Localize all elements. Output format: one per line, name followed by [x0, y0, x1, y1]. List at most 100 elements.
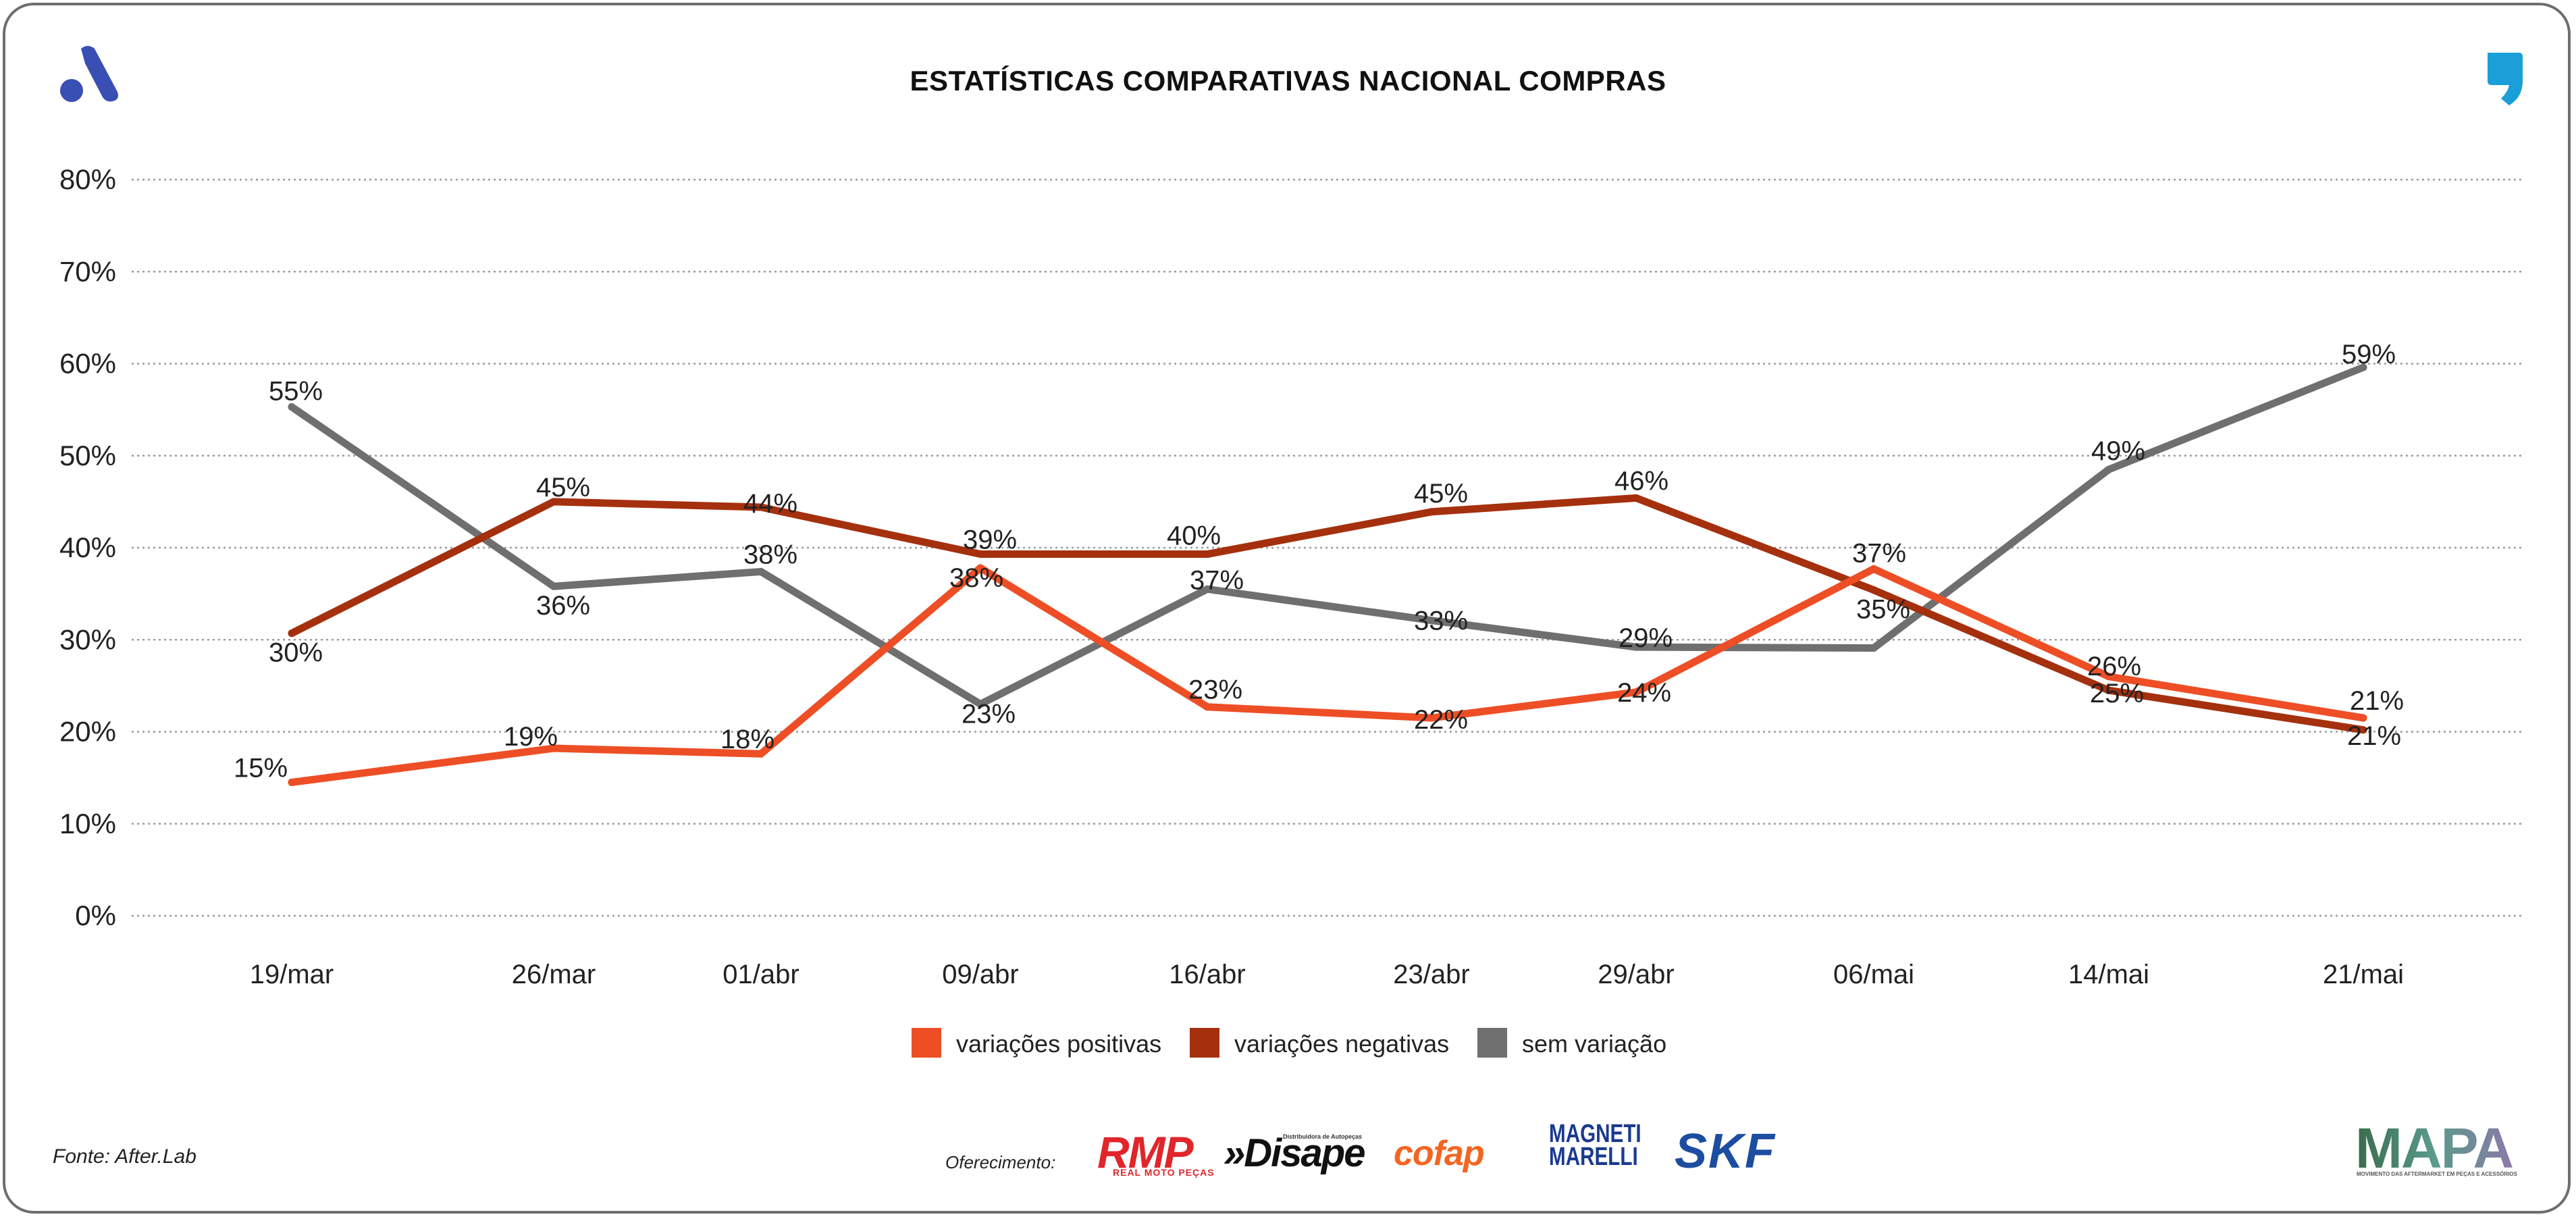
y-tick-label: 30% [59, 623, 116, 655]
data-point [288, 629, 296, 638]
data-label: 35% [1856, 595, 1910, 625]
x-tick-label: 26/mar [512, 960, 596, 989]
legend-label: sem variação [1522, 1030, 1666, 1058]
data-point [550, 582, 558, 590]
data-label: 33% [1414, 606, 1468, 636]
data-point [1427, 617, 1436, 625]
data-point [757, 503, 765, 511]
data-label: 18% [720, 725, 774, 754]
rmp-logo: RMP [1097, 1127, 1194, 1177]
x-tick-label: 01/abr [722, 960, 799, 989]
legend-label: variações positivas [956, 1030, 1161, 1058]
x-tick-label: 23/abr [1393, 960, 1469, 989]
disape-logo-subtitle: Distribuidora de Autopeças [1283, 1133, 1363, 1140]
x-tick-label: 19/mar [250, 960, 334, 989]
data-label: 37% [1852, 538, 1906, 568]
data-point [1632, 643, 1640, 651]
legend-swatch-negative [1190, 1028, 1219, 1058]
skf-logo: SKF [1675, 1124, 1776, 1178]
data-point [757, 567, 765, 575]
series-line-positive [288, 564, 2367, 786]
cofap-logo: cofap [1394, 1134, 1485, 1173]
data-point [1632, 688, 1640, 696]
y-tick-label: 40% [59, 531, 116, 563]
y-tick-label: 70% [59, 255, 116, 287]
y-tick-label: 20% [59, 716, 116, 748]
disape-logo: »Disape [1224, 1131, 1365, 1175]
quote-logo-icon [2488, 53, 2523, 105]
data-point [1870, 565, 1878, 573]
data-label: 19% [504, 722, 558, 752]
data-point [976, 700, 984, 708]
data-label: 45% [1414, 479, 1468, 509]
afterlab-logo-icon [60, 46, 118, 102]
x-tick-label: 14/mai [2068, 960, 2149, 989]
y-tick-label: 60% [59, 348, 116, 380]
magneti-marelli-logo: MAGNETI MARELLI [1549, 1120, 1641, 1171]
legend-swatch-neutral [1477, 1028, 1507, 1058]
y-tick-label: 80% [59, 163, 116, 195]
data-label: 37% [1190, 565, 1244, 595]
y-tick-label: 0% [75, 900, 116, 931]
data-point [1427, 714, 1436, 722]
data-point [1427, 508, 1436, 516]
data-label: 59% [2342, 340, 2396, 369]
data-label: 38% [949, 563, 1003, 593]
series-line-neutral [288, 363, 2367, 708]
data-label: 45% [536, 473, 590, 502]
series-line-negative [288, 494, 2367, 734]
rmp-logo-subtitle: REAL MOTO PEÇAS [1113, 1167, 1215, 1178]
data-label: 49% [2091, 436, 2145, 466]
data-label: 39% [963, 525, 1017, 555]
source-note: Fonte: After.Lab [53, 1145, 196, 1168]
data-point [550, 498, 558, 506]
data-point [1632, 494, 1640, 502]
x-tick-label: 16/abr [1169, 960, 1245, 989]
data-point [2105, 673, 2113, 681]
y-tick-label: 50% [59, 440, 116, 471]
data-label: 25% [2090, 679, 2144, 708]
data-point [757, 750, 765, 758]
x-tick-label: 21/mai [2323, 960, 2404, 989]
x-tick-label: 09/abr [942, 960, 1018, 989]
legend-swatch-positive [912, 1028, 941, 1058]
data-label: 30% [269, 638, 323, 668]
data-label: 15% [234, 753, 288, 783]
data-point [1203, 585, 1211, 593]
data-label: 23% [962, 700, 1016, 729]
data-label: 21% [2347, 721, 2401, 751]
data-point [2359, 363, 2367, 371]
data-point [2105, 465, 2113, 473]
data-point [1203, 550, 1211, 559]
data-point [1870, 644, 1878, 652]
data-point [2359, 726, 2367, 734]
data-label: 24% [1617, 678, 1671, 708]
data-label: 21% [2350, 686, 2404, 716]
data-label: 55% [269, 377, 323, 407]
chart-title: ESTATÍSTICAS COMPARATIVAS NACIONAL COMPR… [910, 65, 1666, 97]
data-point [1203, 703, 1211, 711]
data-point [550, 744, 558, 752]
data-point [288, 403, 296, 411]
data-point [288, 778, 296, 786]
data-point [1870, 586, 1878, 594]
data-label: 29% [1619, 623, 1673, 653]
data-label: 38% [743, 540, 797, 569]
legend-label: variações negativas [1234, 1030, 1449, 1058]
mapa-logo: MAPA [2355, 1116, 2514, 1180]
data-label: 22% [1414, 705, 1468, 735]
data-label: 46% [1614, 466, 1668, 496]
data-label: 36% [536, 591, 590, 621]
data-label: 40% [1167, 521, 1221, 551]
mapa-logo-subtitle: MOVIMENTO DAS AFTERMARKET EM PEÇAS E ACE… [2357, 1171, 2517, 1177]
data-label: 23% [1188, 675, 1242, 705]
chart-frame [3, 3, 2571, 1214]
y-tick-label: 10% [59, 808, 116, 839]
data-label: 26% [2087, 652, 2141, 681]
x-tick-label: 06/mai [1833, 960, 1914, 989]
data-point [2359, 714, 2367, 722]
data-label: 44% [743, 489, 797, 519]
data-point [976, 550, 984, 559]
data-point [976, 564, 984, 572]
